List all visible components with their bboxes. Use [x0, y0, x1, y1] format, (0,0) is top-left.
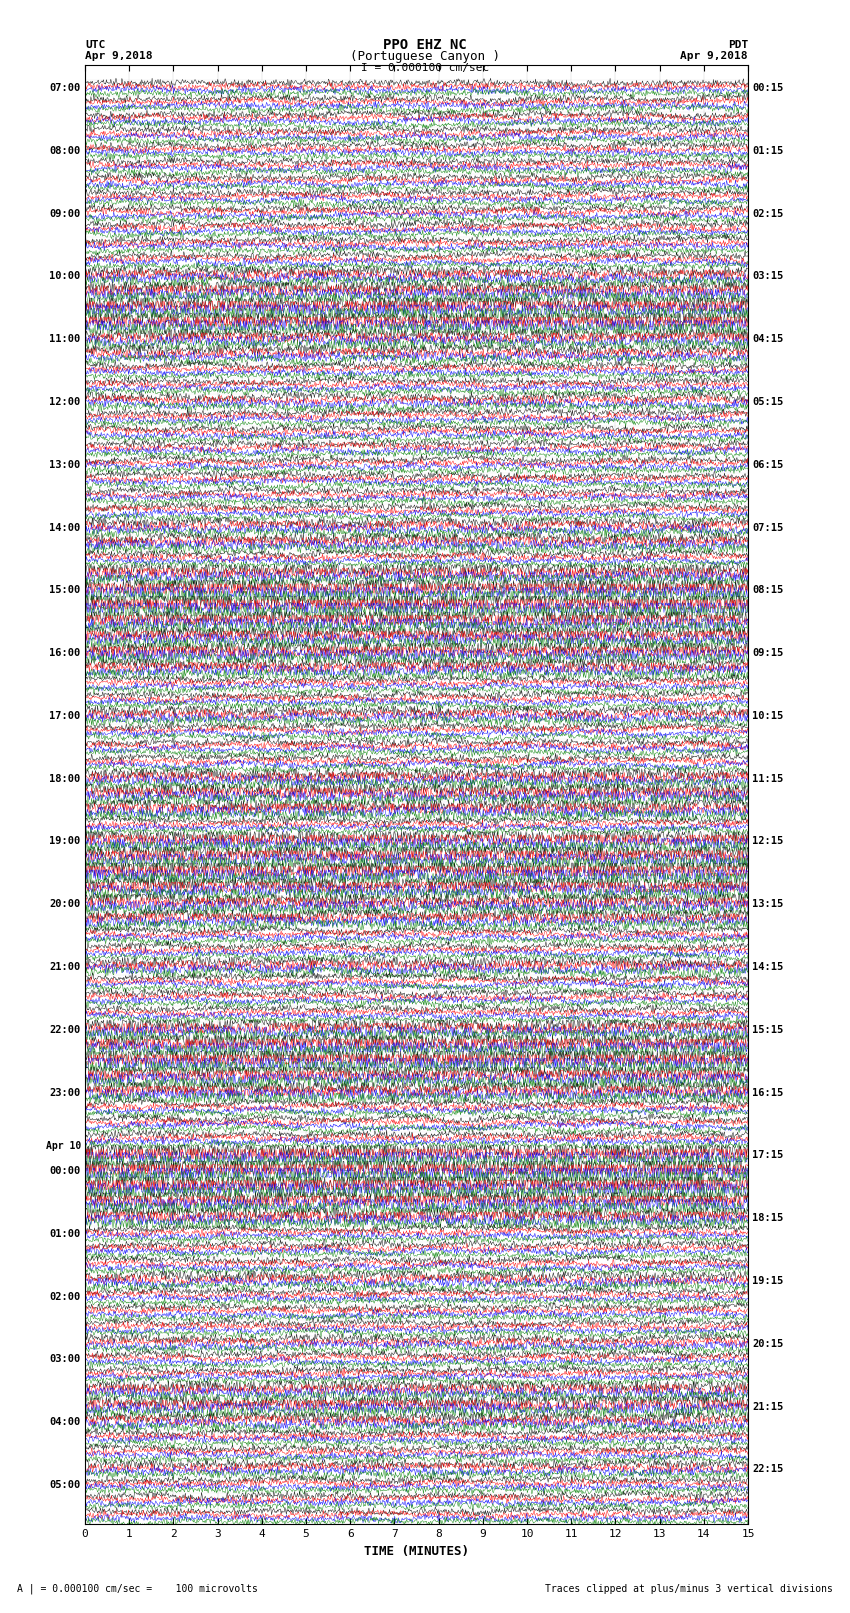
Text: 19:00: 19:00: [49, 837, 81, 847]
Text: 20:15: 20:15: [752, 1339, 784, 1348]
Text: 02:00: 02:00: [49, 1292, 81, 1302]
Text: 21:15: 21:15: [752, 1402, 784, 1411]
Text: 14:00: 14:00: [49, 523, 81, 532]
Text: 03:00: 03:00: [49, 1355, 81, 1365]
Text: 22:15: 22:15: [752, 1465, 784, 1474]
Text: 19:15: 19:15: [752, 1276, 784, 1286]
Text: 10:00: 10:00: [49, 271, 81, 281]
Text: 09:00: 09:00: [49, 208, 81, 219]
Text: 00:00: 00:00: [49, 1166, 81, 1176]
Text: 14:15: 14:15: [752, 961, 784, 973]
Text: 16:15: 16:15: [752, 1087, 784, 1097]
X-axis label: TIME (MINUTES): TIME (MINUTES): [364, 1545, 469, 1558]
Text: 01:15: 01:15: [752, 145, 784, 156]
Text: 02:15: 02:15: [752, 208, 784, 219]
Text: 16:00: 16:00: [49, 648, 81, 658]
Text: 23:00: 23:00: [49, 1087, 81, 1097]
Text: 05:15: 05:15: [752, 397, 784, 406]
Text: 06:15: 06:15: [752, 460, 784, 469]
Text: 18:15: 18:15: [752, 1213, 784, 1223]
Text: 20:00: 20:00: [49, 900, 81, 910]
Text: PPO EHZ NC: PPO EHZ NC: [383, 39, 467, 52]
Text: 01:00: 01:00: [49, 1229, 81, 1239]
Text: UTC: UTC: [85, 40, 105, 50]
Text: 05:00: 05:00: [49, 1481, 81, 1490]
Text: 11:15: 11:15: [752, 774, 784, 784]
Text: 12:00: 12:00: [49, 397, 81, 406]
Text: (Portuguese Canyon ): (Portuguese Canyon ): [350, 50, 500, 63]
Text: 13:00: 13:00: [49, 460, 81, 469]
Text: PDT: PDT: [728, 40, 748, 50]
Text: Apr 10: Apr 10: [46, 1140, 81, 1150]
Text: 15:00: 15:00: [49, 586, 81, 595]
Text: 08:15: 08:15: [752, 586, 784, 595]
Text: 11:00: 11:00: [49, 334, 81, 344]
Text: Apr 9,2018: Apr 9,2018: [681, 52, 748, 61]
Text: 09:15: 09:15: [752, 648, 784, 658]
Text: 17:00: 17:00: [49, 711, 81, 721]
Text: 22:00: 22:00: [49, 1024, 81, 1036]
Text: 00:15: 00:15: [752, 82, 784, 94]
Text: 08:00: 08:00: [49, 145, 81, 156]
Text: 13:15: 13:15: [752, 900, 784, 910]
Text: 04:00: 04:00: [49, 1418, 81, 1428]
Text: 12:15: 12:15: [752, 837, 784, 847]
Text: 07:00: 07:00: [49, 82, 81, 94]
Text: I = 0.000100 cm/sec: I = 0.000100 cm/sec: [361, 63, 489, 73]
Text: 15:15: 15:15: [752, 1024, 784, 1036]
Text: 10:15: 10:15: [752, 711, 784, 721]
Text: 03:15: 03:15: [752, 271, 784, 281]
Text: 04:15: 04:15: [752, 334, 784, 344]
Text: A | = 0.000100 cm/sec =    100 microvolts: A | = 0.000100 cm/sec = 100 microvolts: [17, 1584, 258, 1594]
Text: 07:15: 07:15: [752, 523, 784, 532]
Text: Apr 9,2018: Apr 9,2018: [85, 52, 152, 61]
Text: Traces clipped at plus/minus 3 vertical divisions: Traces clipped at plus/minus 3 vertical …: [545, 1584, 833, 1594]
Text: 17:15: 17:15: [752, 1150, 784, 1160]
Text: 18:00: 18:00: [49, 774, 81, 784]
Text: 21:00: 21:00: [49, 961, 81, 973]
